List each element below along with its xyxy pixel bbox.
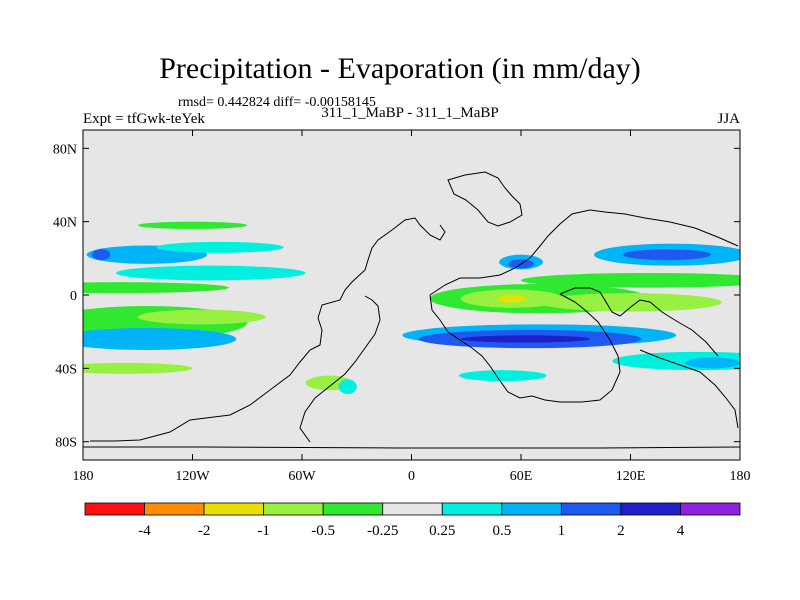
contour-region: [156, 241, 284, 253]
contour-region: [83, 328, 237, 350]
contour-region: [83, 282, 229, 294]
contour-region: [460, 335, 591, 343]
contour-region: [521, 273, 740, 288]
coastline-antarctica: [83, 446, 740, 449]
colorbar-label: 4: [677, 523, 685, 539]
plot-title: Precipitation - Evaporation (in mm/day): [159, 52, 641, 85]
coastline-americas: [90, 217, 446, 442]
contour-regions: [83, 221, 740, 394]
coastline-south-america-east: [299, 295, 381, 443]
contour-region: [458, 370, 547, 382]
lat-tick-label: 80N: [53, 142, 77, 157]
coastline-africa-eurasia: [429, 209, 739, 296]
coastline-australia: [639, 349, 739, 429]
colorbar-label: 0.5: [492, 523, 511, 539]
lat-tick-label: 0: [70, 289, 77, 304]
colorbar-swatch: [441, 502, 503, 516]
coastlines: [83, 171, 740, 449]
comparison-label: 311_1_MaBP - 311_1_MaBP: [321, 105, 499, 121]
colorbar-label: -0.25: [367, 523, 398, 539]
colorbar-swatch: [560, 502, 622, 516]
colorbar-label: -2: [198, 523, 211, 539]
lon-tick-label: 120W: [175, 469, 210, 484]
contour-region: [83, 362, 193, 374]
colorbar-label: -1: [257, 523, 270, 539]
colorbar-swatch: [620, 502, 681, 516]
colorbar-label: -4: [138, 523, 151, 539]
coastline-africa-south: [429, 293, 621, 403]
colorbar-label: -0.5: [311, 523, 335, 539]
season-label: JJA: [717, 111, 740, 127]
contour-region: [92, 249, 111, 261]
coastline-asia-south: [559, 287, 719, 357]
contour-region: [338, 379, 357, 394]
lon-tick-label: 180: [730, 469, 751, 484]
colorbar: -4 -2 -1 -0.5 -0.25 0.25 0.5 1 2 4: [84, 502, 741, 539]
lat-tick-label: 80S: [55, 436, 77, 451]
lat-tick-label: 40N: [53, 216, 77, 231]
contour-region: [539, 293, 722, 312]
colorbar-swatch: [322, 502, 384, 516]
longitude-axis: 180 120W 60W 0 60E 120E 180: [73, 130, 751, 484]
colorbar-swatch: [680, 502, 741, 516]
lon-tick-label: 0: [408, 469, 415, 484]
lon-tick-label: 180: [73, 469, 94, 484]
coastline-greenland: [447, 171, 523, 227]
colorbar-label: 1: [558, 523, 566, 539]
latitude-axis: 80N 40N 0 40S 80S: [53, 142, 740, 451]
lat-tick-label: 40S: [55, 362, 77, 377]
colorbar-swatch: [84, 502, 145, 516]
contour-region: [623, 249, 711, 261]
colorbar-swatch: [501, 502, 562, 516]
lon-tick-label: 120E: [616, 469, 646, 484]
contour-region: [137, 221, 248, 229]
lon-tick-label: 60W: [288, 469, 316, 484]
colorbar-label: 2: [617, 523, 625, 539]
experiment-label: Expt = tfGwk-teYek: [83, 111, 205, 127]
colorbar-swatch: [263, 502, 324, 516]
contour-region: [137, 309, 266, 325]
colorbar-swatch: [203, 502, 265, 516]
stats-label: rmsd= 0.442824 diff= -0.00158145: [178, 95, 376, 110]
contour-region: [115, 265, 306, 281]
contour-region: [497, 295, 527, 303]
contour-region: [685, 357, 740, 369]
colorbar-label: 0.25: [429, 523, 455, 539]
colorbar-swatch: [144, 502, 205, 516]
colorbar-swatch: [382, 502, 443, 516]
lon-tick-label: 60E: [510, 469, 533, 484]
